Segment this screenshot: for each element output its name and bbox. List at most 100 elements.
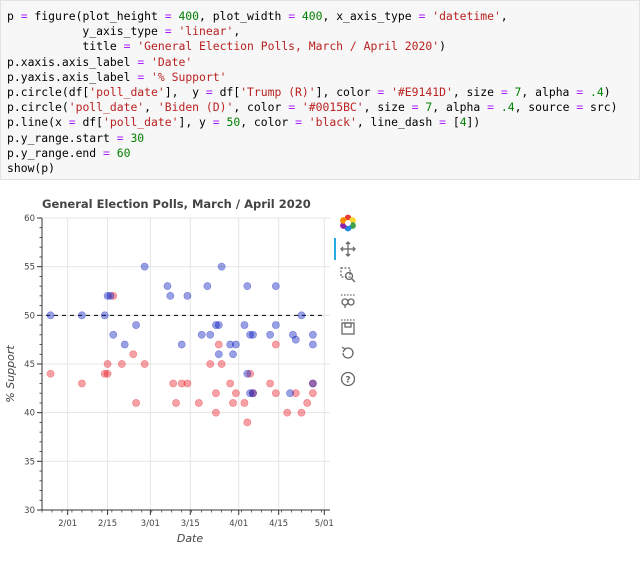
help-icon[interactable]: ? <box>336 368 360 390</box>
code-line: p.y_range.end = 60 <box>7 145 131 160</box>
trump-poll-point <box>46 369 55 378</box>
trump-poll-point <box>249 389 257 398</box>
biden-poll-point <box>214 321 223 329</box>
y-tick-label: 30 <box>24 506 35 516</box>
svg-text:?: ? <box>345 376 350 386</box>
x-axis-label: Date <box>177 532 204 545</box>
biden-poll-point <box>212 321 220 329</box>
biden-poll-point <box>286 389 294 398</box>
biden-poll-point <box>289 330 297 339</box>
pan-icon[interactable] <box>336 238 360 260</box>
plot-toolbar: ? <box>334 212 364 412</box>
biden-poll-point <box>246 330 255 339</box>
data-points <box>46 262 317 427</box>
trump-poll-point <box>243 418 252 427</box>
biden-poll-point <box>308 340 317 349</box>
trump-poll-point <box>100 369 109 378</box>
y-tick-label: 35 <box>24 457 35 467</box>
trump-poll-point <box>78 379 86 388</box>
code-line: p.circle('poll_date', 'Biden (D)', color… <box>7 100 618 115</box>
code-line: p.yaxis.axis_label = '% Support' <box>7 69 227 84</box>
biden-poll-point <box>177 340 186 349</box>
biden-poll-point <box>232 340 240 349</box>
grid-lines <box>42 217 330 511</box>
y-axis-label: % Support <box>4 345 17 403</box>
trump-poll-point <box>271 389 280 398</box>
y-tick-label: 45 <box>24 360 35 370</box>
bokeh-plot[interactable]: General Election Polls, March / April 20… <box>0 182 372 554</box>
biden-poll-point <box>226 340 235 349</box>
biden-poll-point <box>197 330 206 339</box>
trump-poll-point <box>271 340 280 349</box>
trump-poll-point <box>212 408 220 417</box>
biden-poll-point <box>203 282 212 291</box>
code-cell[interactable]: p = figure(plot_height = 400, plot_width… <box>0 0 640 180</box>
biden-poll-point <box>106 291 115 300</box>
biden-poll-point <box>243 282 252 291</box>
biden-poll-point <box>166 291 175 300</box>
biden-poll-point <box>140 262 149 271</box>
trump-poll-point <box>246 369 255 378</box>
trump-poll-point <box>194 399 203 407</box>
box-zoom-icon[interactable] <box>336 264 360 286</box>
x-tick-label: 2/01 <box>58 519 77 529</box>
trump-poll-point <box>217 360 226 368</box>
trump-poll-point <box>266 379 275 388</box>
x-tick-label: 2/15 <box>98 519 117 529</box>
trump-poll-point <box>103 369 112 378</box>
y-tick-label: 40 <box>24 409 35 419</box>
biden-poll-point <box>229 350 237 359</box>
bokeh-logo-icon[interactable] <box>336 212 360 234</box>
biden-poll-point <box>109 330 118 339</box>
trump-poll-point <box>308 389 317 398</box>
biden-poll-point <box>120 340 129 349</box>
trump-poll-point <box>172 399 180 407</box>
code-line: p.circle(df['poll_date'], y = df['Trump … <box>7 85 611 100</box>
trump-poll-point <box>183 379 192 388</box>
code-line: title = 'General Election Polls, March /… <box>7 39 446 54</box>
trump-poll-point <box>291 389 300 398</box>
biden-poll-point <box>308 330 317 339</box>
biden-poll-point <box>271 282 280 291</box>
chart-title: General Election Polls, March / April 20… <box>42 197 311 211</box>
biden-poll-point <box>308 379 317 388</box>
biden-poll-point <box>271 321 280 329</box>
trump-poll-point <box>129 350 138 359</box>
x-tick-label: 3/15 <box>181 519 200 529</box>
trump-poll-point <box>214 340 223 349</box>
biden-poll-point <box>246 389 255 398</box>
trump-poll-point <box>177 379 186 388</box>
wheel-zoom-icon[interactable] <box>336 290 360 312</box>
biden-poll-point <box>206 330 215 339</box>
trump-poll-point <box>240 399 249 407</box>
trump-poll-point <box>169 379 178 388</box>
x-tick-label: 3/01 <box>141 519 160 529</box>
x-tick-label: 4/15 <box>269 519 288 529</box>
cell-output: General Election Polls, March / April 20… <box>0 182 642 564</box>
code-line: p.xaxis.axis_label = 'Date' <box>7 54 193 69</box>
biden-poll-point <box>243 369 252 378</box>
trump-poll-point <box>109 291 118 300</box>
biden-poll-point <box>132 321 140 329</box>
code-line: p.y_range.start = 30 <box>7 130 145 145</box>
trump-poll-point <box>103 360 112 368</box>
biden-poll-point <box>291 335 300 344</box>
trump-poll-point <box>132 399 140 407</box>
biden-poll-point <box>78 311 86 320</box>
code-line: y_axis_type = 'linear', <box>7 24 241 39</box>
code-line: show(p) <box>7 161 56 176</box>
reset-icon[interactable] <box>336 342 360 364</box>
biden-poll-point <box>163 282 172 291</box>
trump-poll-point <box>226 379 235 388</box>
trump-poll-point <box>303 399 312 407</box>
save-icon[interactable] <box>336 316 360 338</box>
trump-poll-point <box>212 389 220 398</box>
y-tick-label: 60 <box>24 214 35 224</box>
trump-poll-point <box>117 360 126 368</box>
trump-poll-point <box>206 360 215 368</box>
biden-poll-point <box>240 321 249 329</box>
biden-poll-point <box>183 291 192 300</box>
biden-poll-point <box>249 330 257 339</box>
code-line: p = figure(plot_height = 400, plot_width… <box>7 9 508 23</box>
code-line: p.line(x = df['poll_date'], y = 50, colo… <box>7 115 481 130</box>
